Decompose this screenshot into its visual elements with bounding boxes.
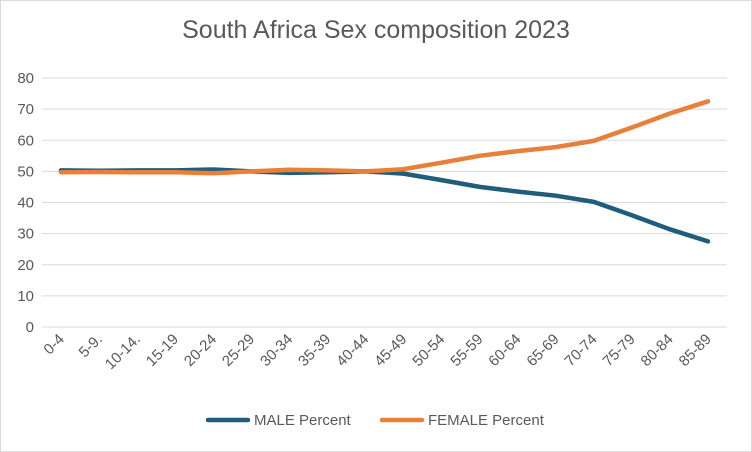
- y-tick-label: 70: [17, 101, 34, 118]
- x-tick-label: 80-84: [638, 331, 677, 370]
- y-tick-label: 0: [26, 319, 34, 336]
- x-tick-label: 25-29: [219, 331, 258, 370]
- gridlines: [42, 77, 727, 328]
- y-tick-label: 30: [17, 226, 34, 243]
- x-tick-label: 0-4: [41, 331, 68, 358]
- y-tick-label: 60: [17, 132, 34, 149]
- legend-label: MALE Percent: [254, 412, 352, 429]
- x-tick-label: 15-19: [143, 331, 182, 370]
- x-tick-label: 45-49: [371, 331, 410, 370]
- x-tick-label: 10-14.: [102, 331, 144, 373]
- y-tick-label: 40: [17, 195, 34, 212]
- x-tick-label: 30-34: [257, 331, 296, 370]
- x-tick-label: 60-64: [485, 331, 524, 370]
- x-tick-label: 70-74: [561, 331, 600, 370]
- x-axis-ticks: 0-4 5-9.10-14.15-1920-2425-2930-3435-3940…: [41, 331, 715, 373]
- y-tick-label: 20: [17, 257, 34, 274]
- x-tick-label: 55-59: [447, 331, 486, 370]
- y-tick-label: 50: [17, 163, 34, 180]
- x-tick-label: 75-79: [600, 331, 639, 370]
- series-lines: [58, 99, 711, 244]
- x-tick-label: 85-89: [676, 331, 715, 370]
- x-tick-label: 50-54: [409, 331, 448, 370]
- y-tick-label: 10: [17, 288, 34, 305]
- x-tick-label: 65-69: [523, 331, 562, 370]
- female-percent-line: [58, 99, 711, 176]
- x-tick-label: 20-24: [181, 331, 220, 370]
- y-tick-label: 80: [17, 70, 34, 87]
- chart-title: South Africa Sex composition 2023: [182, 16, 570, 44]
- y-axis-ticks: 0 10 20 30 40 50 60 70 80: [17, 70, 34, 336]
- x-tick-label: 5-9.: [76, 331, 106, 361]
- x-tick-label: 35-39: [295, 331, 334, 370]
- legend-label: FEMALE Percent: [428, 412, 545, 429]
- x-tick-label: 40-44: [333, 331, 372, 370]
- male-percent-line: [58, 167, 711, 244]
- legend: MALE Percent FEMALE Percent: [205, 412, 545, 429]
